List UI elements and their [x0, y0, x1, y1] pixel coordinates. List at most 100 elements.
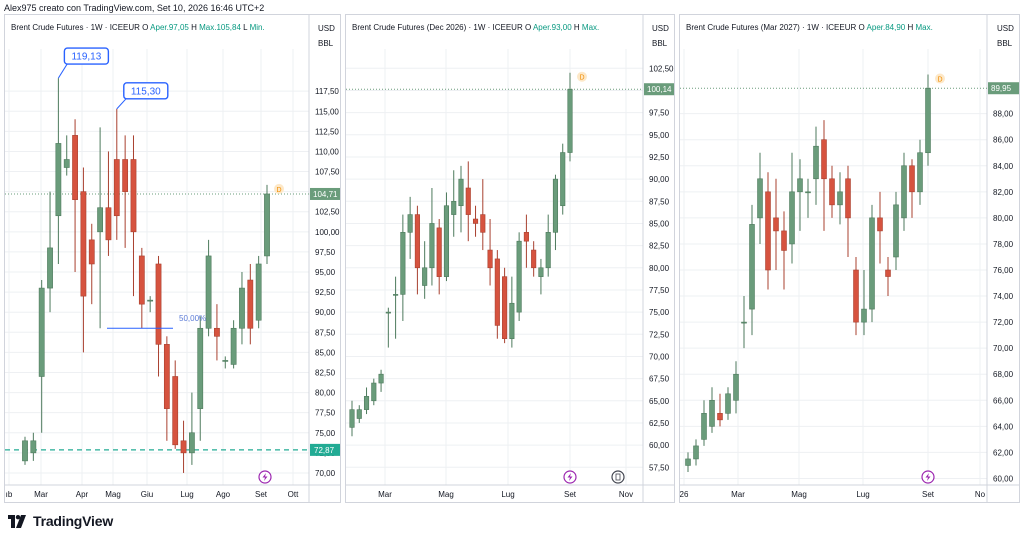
candle[interactable] — [63, 135, 70, 176]
candle[interactable] — [765, 172, 771, 290]
candle[interactable] — [877, 191, 883, 264]
candle[interactable] — [371, 378, 377, 406]
candle[interactable] — [725, 387, 731, 420]
candle[interactable] — [797, 159, 803, 231]
candle[interactable] — [214, 304, 220, 361]
candle[interactable] — [180, 420, 187, 473]
candle[interactable] — [523, 214, 529, 268]
candle[interactable] — [813, 126, 819, 205]
candle[interactable] — [502, 267, 508, 344]
candle[interactable] — [465, 161, 471, 242]
candle[interactable] — [909, 159, 915, 218]
candle[interactable] — [163, 336, 170, 441]
candle[interactable] — [545, 214, 551, 277]
candle[interactable] — [538, 258, 544, 295]
lightning-icon[interactable] — [921, 470, 935, 484]
candle[interactable] — [414, 205, 420, 295]
candle[interactable] — [901, 152, 907, 231]
candle[interactable] — [741, 296, 747, 349]
candle[interactable] — [122, 135, 129, 248]
event-d-icon[interactable] — [274, 183, 284, 194]
candle[interactable] — [356, 405, 362, 423]
candle[interactable] — [885, 256, 891, 297]
candle[interactable] — [255, 255, 262, 329]
candle[interactable] — [349, 400, 355, 437]
candle[interactable] — [717, 393, 723, 427]
chart-canvas[interactable]: 88,00 86,00 84,00 82,00 80,00 78,00 76,00 74,00… — [680, 15, 1020, 502]
candle[interactable] — [38, 280, 45, 433]
candle[interactable] — [155, 255, 162, 377]
chart-canvas[interactable]: 117,50115,00112,50110,00107,50105,00102,… — [5, 15, 341, 502]
candle[interactable] — [845, 165, 851, 257]
candle[interactable] — [480, 179, 486, 251]
lightning-icon[interactable] — [563, 470, 577, 484]
candle[interactable] — [861, 270, 867, 336]
candle[interactable] — [789, 152, 795, 264]
candle[interactable] — [72, 119, 78, 273]
candle[interactable] — [205, 239, 212, 337]
candle[interactable] — [378, 369, 384, 392]
event-d-icon[interactable] — [577, 71, 587, 82]
candle[interactable] — [407, 196, 413, 259]
candle[interactable] — [189, 392, 195, 465]
candle[interactable] — [363, 387, 370, 415]
candle[interactable] — [472, 205, 479, 237]
candle[interactable] — [30, 432, 37, 461]
candle[interactable] — [757, 152, 763, 244]
candle[interactable] — [264, 184, 270, 264]
candle[interactable] — [567, 72, 573, 162]
chart-panel-1[interactable]: 117,50115,00112,50110,00107,50105,00102,… — [4, 14, 341, 503]
candle[interactable] — [925, 74, 931, 166]
candle[interactable] — [172, 360, 179, 449]
candle[interactable] — [138, 247, 145, 329]
chart-panel-2[interactable]: 102,50100,0097,5095,0092,5090,0087,5085,… — [345, 14, 675, 503]
candle[interactable] — [531, 241, 537, 277]
candle[interactable] — [230, 320, 237, 369]
candle[interactable] — [693, 439, 699, 466]
candle[interactable] — [197, 316, 204, 441]
candle[interactable] — [451, 170, 457, 237]
candle[interactable] — [749, 204, 755, 336]
candle[interactable] — [560, 143, 566, 215]
candle[interactable] — [917, 139, 923, 205]
candle[interactable] — [385, 307, 391, 348]
candle[interactable] — [222, 356, 229, 369]
candle[interactable] — [709, 387, 715, 433]
candle[interactable] — [393, 276, 399, 339]
candle[interactable] — [773, 178, 779, 270]
candle[interactable] — [781, 211, 787, 290]
candle[interactable] — [733, 361, 739, 414]
candle[interactable] — [494, 250, 500, 339]
candle[interactable] — [443, 192, 450, 282]
price-callout[interactable] — [123, 82, 169, 100]
candle[interactable] — [829, 165, 835, 218]
candle[interactable] — [97, 127, 103, 329]
candle[interactable] — [113, 108, 120, 240]
candle[interactable] — [853, 256, 859, 336]
candle[interactable] — [821, 120, 827, 231]
event-d-icon[interactable] — [935, 73, 945, 84]
candle[interactable] — [130, 135, 137, 297]
candle[interactable] — [239, 272, 245, 345]
candle[interactable] — [400, 214, 406, 321]
candle[interactable] — [869, 204, 875, 323]
candle[interactable] — [701, 400, 707, 446]
lightning-icon[interactable] — [258, 470, 272, 484]
candle[interactable] — [22, 436, 28, 465]
candle[interactable] — [422, 241, 428, 299]
candle[interactable] — [509, 276, 515, 348]
candle[interactable] — [516, 232, 522, 321]
chart-canvas[interactable]: 102,50100,0097,5095,0092,5090,0087,5085,… — [346, 15, 675, 502]
candle[interactable] — [458, 165, 464, 233]
candle[interactable] — [88, 223, 95, 305]
candle[interactable] — [247, 263, 254, 345]
candle[interactable] — [47, 191, 53, 313]
candle[interactable] — [805, 178, 811, 218]
candle[interactable] — [487, 219, 493, 286]
price-callout[interactable] — [63, 47, 110, 65]
candle[interactable] — [893, 191, 899, 270]
candle[interactable] — [105, 151, 112, 256]
candle[interactable] — [429, 187, 435, 286]
candle[interactable] — [552, 174, 559, 251]
chart-panel-3[interactable]: 88,00 86,00 84,00 82,00 80,00 78,00 76,00 74,00… — [679, 14, 1020, 503]
